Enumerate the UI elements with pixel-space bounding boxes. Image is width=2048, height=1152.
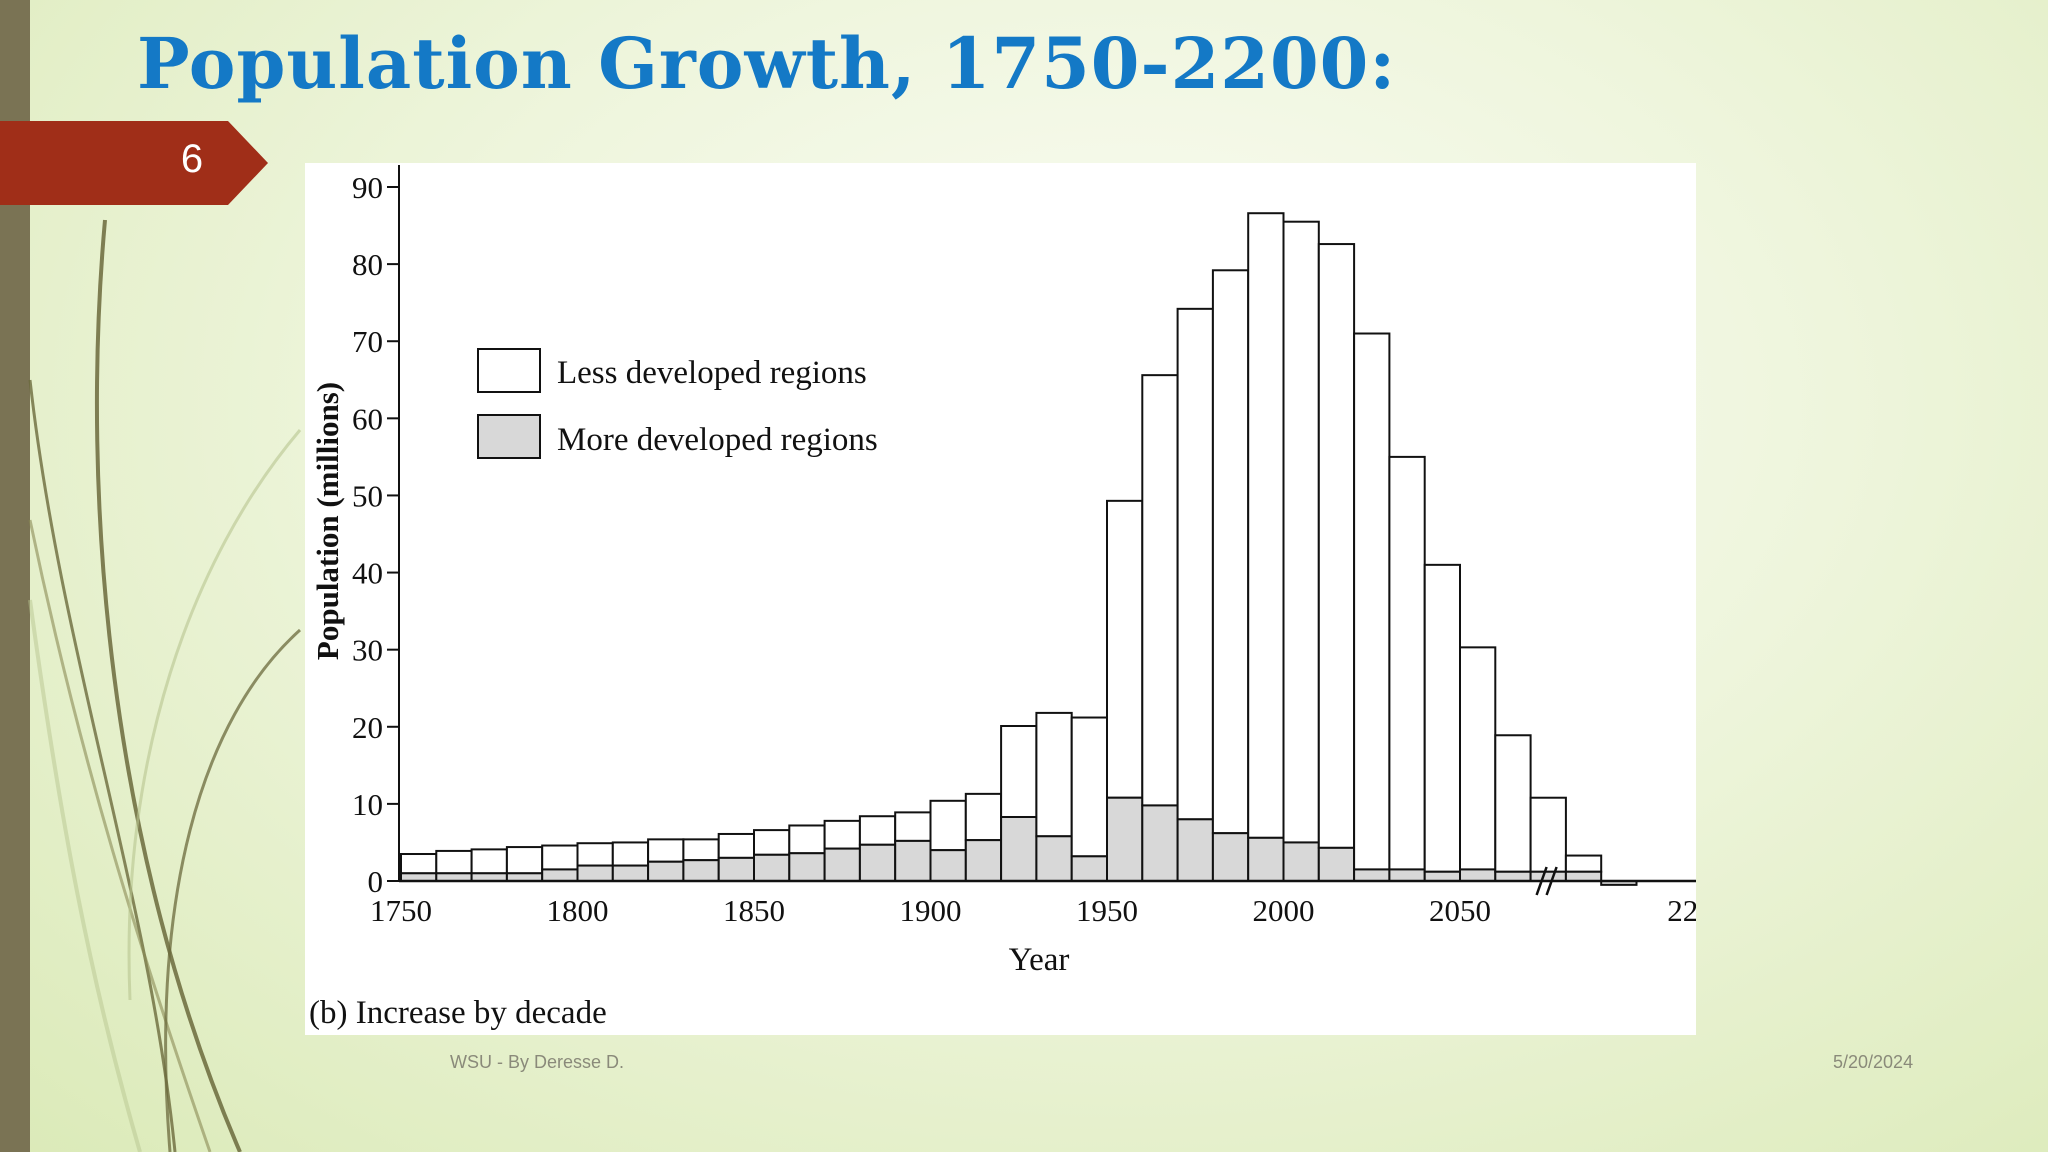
bar-less-developed-1990	[1247, 212, 1285, 839]
bar-more-developed-1960	[1141, 804, 1179, 882]
axis-break-mark-2	[1545, 866, 1558, 896]
chart-panel: 0 10 20 30 40 50 60 70 80 90 1750 1800 1850 1900 1950 2…	[305, 163, 1696, 1035]
bar-more-developed-1880	[858, 843, 897, 882]
slide-number-tab	[0, 121, 268, 205]
x-tick-label-2050: 2050	[1429, 893, 1491, 928]
bar-less-developed-1860	[788, 824, 826, 855]
bar-less-developed-1970	[1176, 307, 1214, 821]
bar-more-developed-2020	[1353, 868, 1391, 883]
bar-more-developed-2000	[1282, 841, 1320, 883]
x-tick-label-1800: 1800	[547, 893, 609, 928]
bar-more-developed-2080	[1564, 870, 1603, 882]
bar-less-developed-1940	[1070, 716, 1109, 858]
bar-less-developed-1760	[435, 849, 473, 875]
bar-less-developed-1790	[541, 844, 579, 871]
bar-more-developed-1850	[753, 853, 791, 883]
x-axis-title: Year	[1009, 942, 1070, 978]
bar-more-developed-1860	[788, 852, 826, 882]
y-tick-label-10: 10	[352, 787, 383, 822]
x-tick-label-1750: 1750	[370, 893, 432, 928]
bar-more-developed-1800	[576, 864, 614, 882]
bar-less-developed-2010	[1317, 243, 1356, 849]
bar-less-developed-1960	[1141, 374, 1179, 807]
bar-less-developed-1820	[647, 838, 685, 863]
chart-caption: (b) Increase by decade	[309, 995, 607, 1031]
bar-more-developed-1870	[823, 847, 861, 883]
bar-less-developed-2040	[1423, 563, 1461, 873]
bar-more-developed-2040	[1423, 870, 1461, 882]
bar-more-developed-1920	[1000, 815, 1038, 883]
x-tick-label-2200: 2200	[1667, 893, 1696, 928]
bar-less-developed-2080	[1564, 854, 1603, 873]
bar-more-developed-2060	[1494, 870, 1532, 882]
bar-less-developed-2050	[1459, 646, 1497, 871]
bar-less-developed-1840	[717, 832, 756, 859]
bar-less-developed-2060	[1494, 734, 1532, 873]
y-tick-label-70: 70	[352, 324, 383, 359]
bar-more-developed-1930	[1035, 835, 1073, 883]
bar-more-developed-1940	[1070, 855, 1109, 883]
slide-title: Population Growth, 1750-2200:	[137, 22, 1397, 105]
bar-less-developed-1850	[753, 829, 791, 856]
y-tick-label-50: 50	[352, 478, 383, 513]
bar-more-developed-1840	[717, 856, 756, 882]
bar-more-developed-1890	[894, 839, 932, 882]
y-tick-label-90: 90	[352, 170, 383, 205]
axis-break-mark-1	[1535, 866, 1548, 896]
bar-more-developed-1900	[929, 849, 967, 883]
y-tick-label-40: 40	[352, 556, 383, 591]
bar-more-developed-1790	[541, 868, 579, 883]
x-tick-label-1900: 1900	[900, 893, 962, 928]
bar-more-developed-2070	[1529, 870, 1567, 882]
legend-swatch-more-developed	[477, 414, 541, 459]
bar-less-developed-1810	[611, 841, 650, 867]
y-axis-title: Population (millions)	[310, 382, 345, 660]
bar-more-developed-1950	[1106, 796, 1144, 882]
bar-less-developed-1890	[894, 811, 932, 842]
y-tick-label-30: 30	[352, 633, 383, 668]
legend-swatch-less-developed	[477, 348, 541, 393]
y-tick-label-20: 20	[352, 710, 383, 745]
legend-label-less-developed: Less developed regions	[557, 355, 867, 391]
bar-less-developed-1930	[1035, 711, 1073, 838]
x-tick-label-1850: 1850	[723, 893, 785, 928]
bar-less-developed-1900	[929, 799, 967, 852]
bar-less-developed-1830	[682, 838, 720, 862]
x-tick-label-2000: 2000	[1253, 893, 1315, 928]
bar-more-developed-2030	[1388, 868, 1426, 883]
bar-less-developed-2000	[1282, 220, 1320, 844]
bar-more-developed-1810	[611, 864, 650, 882]
x-tick-label-1950: 1950	[1076, 893, 1138, 928]
bar-less-developed-2030	[1388, 455, 1426, 871]
bar-more-developed-1980	[1211, 832, 1250, 882]
bar-less-developed-1980	[1211, 269, 1250, 835]
bar-more-developed-1990	[1247, 836, 1285, 882]
bar-less-developed-1770	[470, 848, 508, 875]
bar-less-developed-1870	[823, 819, 861, 850]
bar-less-developed-1880	[858, 815, 897, 846]
y-tick-label-60: 60	[352, 401, 383, 436]
bar-more-developed-2050	[1459, 868, 1497, 883]
bar-more-developed-1910	[964, 839, 1003, 882]
y-tick-label-80: 80	[352, 247, 383, 282]
decorative-grass-strokes	[28, 219, 302, 1152]
bar-less-developed-1920	[1000, 725, 1038, 818]
bar-less-developed-1910	[964, 792, 1003, 842]
bar-more-developed-1820	[647, 860, 685, 883]
bar-more-developed-2010	[1317, 846, 1356, 882]
bar-more-developed-1830	[682, 859, 720, 882]
population-increase-chart: 0 10 20 30 40 50 60 70 80 90 1750 1800 1850 1900 1950 2…	[309, 165, 1696, 1031]
bar-less-developed-1780	[505, 846, 544, 875]
bar-less-developed-1950	[1106, 499, 1144, 799]
bar-more-developed-1970	[1176, 818, 1214, 882]
footer-date: 5/20/2024	[1833, 1052, 1914, 1072]
footer-author: WSU - By Deresse D.	[450, 1052, 625, 1072]
bar-less-developed-2020	[1353, 332, 1391, 871]
slide-number: 6	[180, 137, 204, 181]
bar-less-developed-2070	[1529, 796, 1567, 873]
bar-less-developed-1800	[576, 842, 614, 867]
legend-label-more-developed: More developed regions	[557, 422, 878, 458]
bar-less-developed-1750	[400, 853, 438, 875]
y-tick-label-0: 0	[368, 864, 384, 899]
